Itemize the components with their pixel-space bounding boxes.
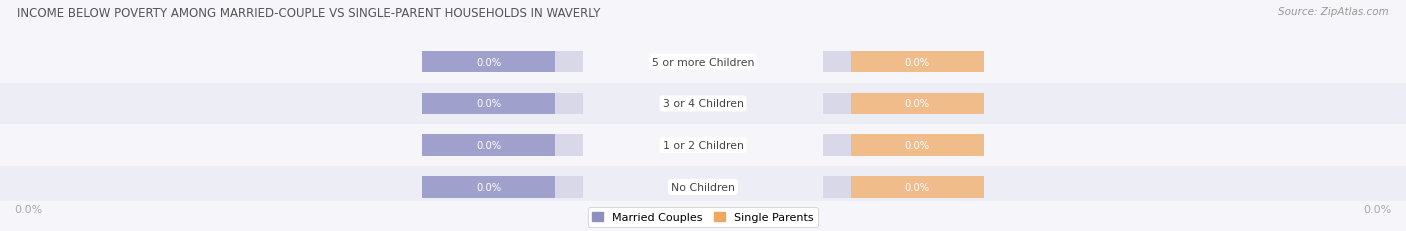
Text: 0.0%: 0.0% [905,182,929,192]
Text: 0.0%: 0.0% [14,204,42,214]
Bar [555,52,583,73]
Text: 0.0%: 0.0% [477,182,501,192]
Bar [422,176,555,198]
Bar [555,176,583,198]
Bar [422,52,555,73]
Bar [422,93,555,115]
Text: 1 or 2 Children: 1 or 2 Children [662,140,744,151]
Bar [851,52,984,73]
Bar [0,125,1406,166]
Text: 0.0%: 0.0% [477,140,501,151]
Text: INCOME BELOW POVERTY AMONG MARRIED-COUPLE VS SINGLE-PARENT HOUSEHOLDS IN WAVERLY: INCOME BELOW POVERTY AMONG MARRIED-COUPL… [17,7,600,20]
Bar [823,52,851,73]
Bar [555,93,583,115]
Bar [555,135,583,156]
Text: No Children: No Children [671,182,735,192]
Text: Source: ZipAtlas.com: Source: ZipAtlas.com [1278,7,1389,17]
Bar [422,135,555,156]
Bar [823,93,851,115]
Bar [823,135,851,156]
Bar [851,93,984,115]
Text: 0.0%: 0.0% [905,140,929,151]
Text: 0.0%: 0.0% [477,99,501,109]
Bar [851,135,984,156]
Bar [0,166,1406,208]
Text: 0.0%: 0.0% [1364,204,1392,214]
Bar [0,42,1406,83]
Text: 0.0%: 0.0% [905,99,929,109]
Bar [851,176,984,198]
Bar [0,83,1406,125]
Bar [823,176,851,198]
Text: 0.0%: 0.0% [905,57,929,67]
Text: 5 or more Children: 5 or more Children [652,57,754,67]
Text: 0.0%: 0.0% [477,57,501,67]
Legend: Married Couples, Single Parents: Married Couples, Single Parents [588,207,818,227]
Text: 3 or 4 Children: 3 or 4 Children [662,99,744,109]
